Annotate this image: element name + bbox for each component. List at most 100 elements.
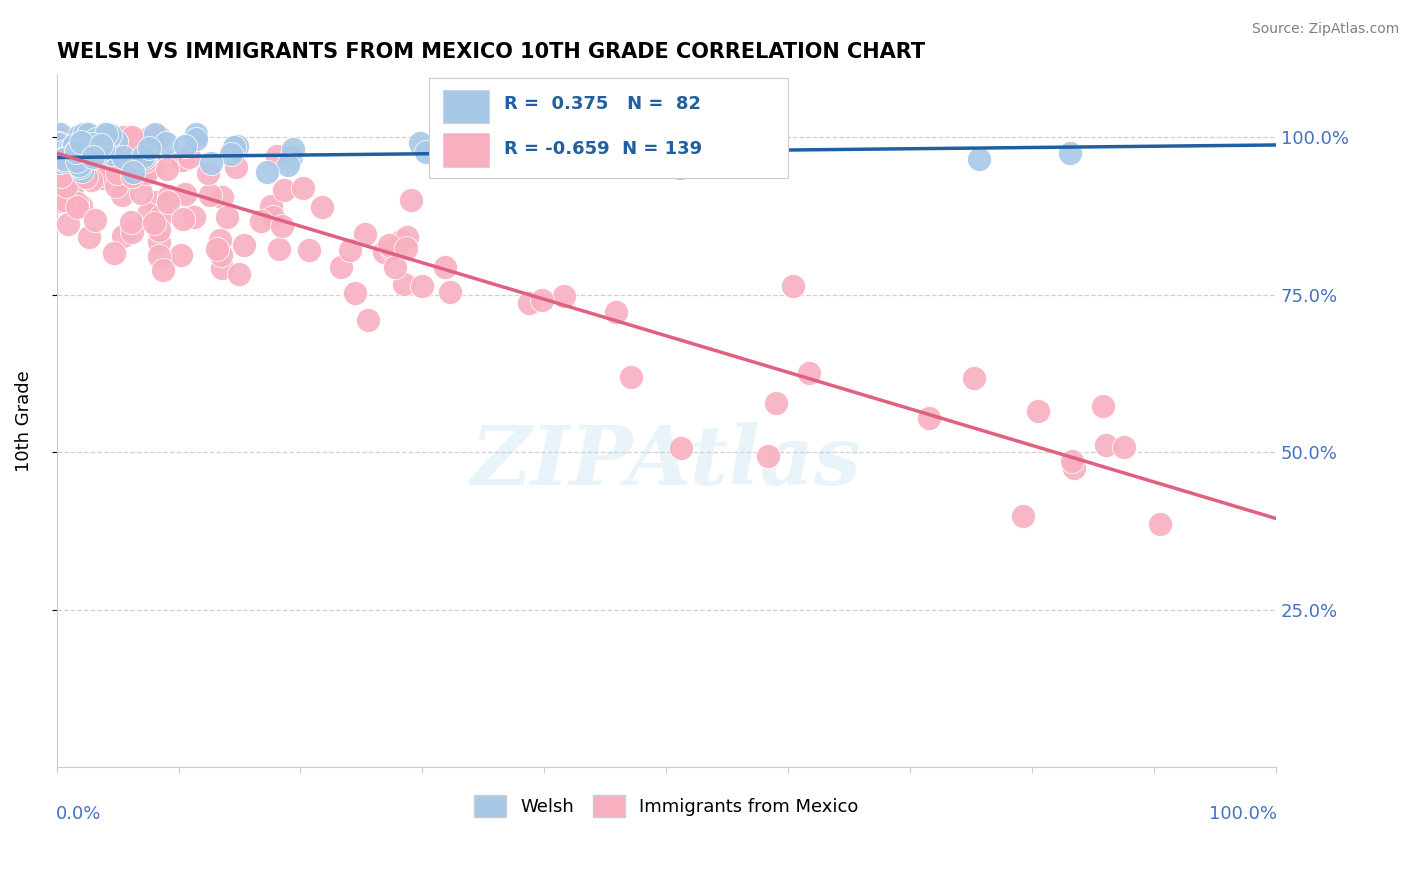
Point bbox=[207, 242, 229, 256]
Point bbox=[65, 145, 87, 159]
Point bbox=[60, 180, 83, 194]
Point bbox=[118, 130, 141, 145]
Point bbox=[148, 223, 170, 237]
Point bbox=[56, 218, 79, 232]
Point bbox=[94, 128, 117, 142]
Point bbox=[76, 130, 98, 145]
Point bbox=[66, 143, 89, 157]
Point bbox=[73, 128, 96, 142]
Point bbox=[266, 149, 288, 163]
Point bbox=[62, 137, 84, 152]
Point bbox=[53, 154, 76, 169]
Point bbox=[134, 150, 156, 164]
Point bbox=[170, 248, 193, 262]
Point bbox=[1012, 509, 1035, 524]
Point bbox=[46, 136, 69, 151]
Point bbox=[62, 141, 84, 155]
Point bbox=[48, 154, 70, 169]
Text: 100.0%: 100.0% bbox=[1209, 805, 1277, 823]
Point bbox=[86, 148, 108, 162]
Point bbox=[156, 194, 179, 209]
Point bbox=[66, 130, 89, 145]
Point bbox=[112, 161, 135, 175]
Point bbox=[82, 150, 104, 164]
Point bbox=[55, 178, 77, 193]
Point bbox=[79, 173, 101, 187]
Point bbox=[108, 138, 131, 153]
Point bbox=[148, 130, 170, 145]
Point bbox=[129, 186, 152, 200]
Point bbox=[75, 136, 97, 150]
Point bbox=[605, 304, 627, 318]
Point bbox=[136, 207, 159, 221]
Point bbox=[517, 296, 540, 310]
Point bbox=[58, 146, 80, 161]
Text: R = -0.659  N = 139: R = -0.659 N = 139 bbox=[505, 139, 702, 158]
Point bbox=[381, 242, 404, 256]
Text: R =  0.375   N =  82: R = 0.375 N = 82 bbox=[505, 95, 702, 113]
Point bbox=[121, 225, 143, 239]
Point bbox=[111, 171, 134, 186]
Point bbox=[66, 153, 89, 168]
Point bbox=[142, 216, 165, 230]
Point bbox=[232, 238, 254, 252]
Point bbox=[105, 166, 128, 180]
Point bbox=[118, 167, 141, 181]
Point bbox=[70, 199, 93, 213]
Point bbox=[1094, 438, 1116, 452]
Point bbox=[122, 156, 145, 170]
Point bbox=[58, 168, 80, 182]
Point bbox=[111, 229, 134, 244]
Point bbox=[174, 186, 197, 201]
Point bbox=[572, 147, 595, 161]
Point bbox=[145, 195, 167, 210]
Point bbox=[53, 154, 76, 169]
Point bbox=[67, 129, 90, 144]
Point bbox=[298, 244, 321, 258]
Point bbox=[225, 139, 247, 153]
Point bbox=[186, 128, 208, 142]
Point bbox=[281, 142, 304, 156]
Point bbox=[273, 183, 295, 197]
Point bbox=[138, 141, 160, 155]
Point bbox=[734, 145, 756, 160]
Point bbox=[58, 137, 80, 152]
Point bbox=[713, 153, 735, 167]
Point bbox=[277, 158, 299, 172]
Text: ZIPAtlas: ZIPAtlas bbox=[471, 423, 862, 502]
Point bbox=[105, 178, 128, 193]
Point bbox=[963, 370, 986, 384]
Point bbox=[148, 249, 170, 263]
Point bbox=[262, 211, 284, 225]
Point bbox=[76, 128, 98, 142]
Point bbox=[918, 410, 941, 425]
Point bbox=[82, 136, 104, 151]
Point bbox=[439, 285, 461, 300]
Point bbox=[415, 145, 437, 159]
Point bbox=[98, 128, 121, 142]
Point bbox=[152, 263, 174, 277]
Point bbox=[69, 149, 91, 163]
Point bbox=[90, 138, 112, 153]
Point bbox=[120, 215, 142, 229]
Point bbox=[392, 277, 415, 291]
Point bbox=[73, 169, 96, 183]
Point bbox=[172, 211, 194, 226]
Point bbox=[70, 135, 93, 149]
Point bbox=[198, 187, 221, 202]
Point bbox=[65, 144, 87, 158]
Point bbox=[83, 213, 105, 227]
Point bbox=[1092, 399, 1115, 413]
Point bbox=[389, 234, 412, 248]
Point bbox=[409, 136, 432, 151]
Point bbox=[225, 160, 247, 174]
Point bbox=[797, 367, 820, 381]
Point bbox=[1112, 440, 1135, 454]
Point bbox=[197, 165, 219, 179]
Point bbox=[157, 189, 180, 203]
Point bbox=[269, 242, 291, 256]
Point bbox=[215, 210, 238, 224]
Point bbox=[249, 214, 271, 228]
Point bbox=[63, 139, 86, 153]
FancyBboxPatch shape bbox=[429, 78, 789, 178]
